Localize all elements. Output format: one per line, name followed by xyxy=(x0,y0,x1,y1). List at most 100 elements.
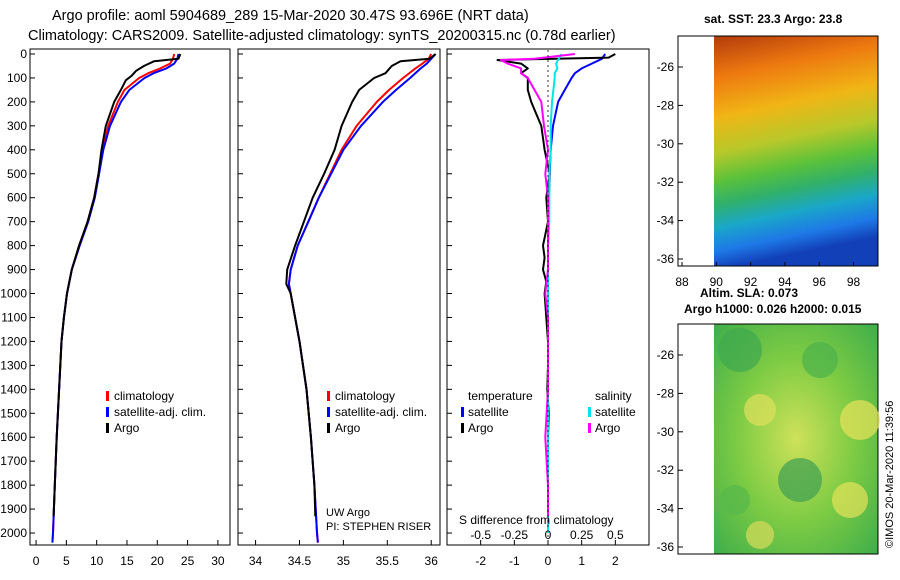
x-tick-label-salinity: 0.5 xyxy=(607,528,624,542)
legend-sal-satellite-label: satellite xyxy=(595,405,636,419)
x-tick-label: 20 xyxy=(151,554,165,568)
lat-tick-label: -30 xyxy=(657,137,675,151)
x-tick-label-salinity: 0.25 xyxy=(570,528,594,542)
x-tick-label: -2 xyxy=(475,554,486,568)
difference-x-axis: -2 -1 0 1 2-0.5 -0.25 0 0.25 0.5 xyxy=(470,528,624,568)
legend-argo-label: Argo xyxy=(335,421,361,435)
x-tick-label-salinity: -0.25 xyxy=(501,528,529,542)
series-temperature-argo xyxy=(496,53,616,517)
depth-tick-label: 600 xyxy=(7,191,27,205)
pi-label: PI: STEPHEN RISER xyxy=(326,521,431,533)
sla-anomaly-blob xyxy=(832,482,868,518)
sla-anomaly-blob xyxy=(718,328,762,372)
legend-salinity-header: salinity xyxy=(595,389,632,403)
x-tick-label: 0 xyxy=(545,554,552,568)
s-difference-label: S difference from climatology xyxy=(459,513,614,527)
series-argo xyxy=(52,53,182,517)
legend-satellite-label: satellite-adj. clim. xyxy=(335,405,427,419)
depth-tick-label: 0 xyxy=(20,47,27,61)
depth-tick-label: 200 xyxy=(7,95,27,109)
lat-tick-label: -30 xyxy=(657,425,675,439)
sst-lon-axis: 88 90 92 94 96 98 xyxy=(675,262,860,289)
salinity-curves xyxy=(285,53,437,543)
depth-tick-label: 1100 xyxy=(1,310,27,324)
legend-swatch-satellite xyxy=(106,407,109,417)
legend-swatch-sal-satellite xyxy=(588,407,591,417)
x-tick-label: 0 xyxy=(33,554,40,568)
legend-satellite-label: satellite-adj. clim. xyxy=(114,405,206,419)
x-tick-label: 30 xyxy=(211,554,225,568)
altim-map-title: Altim. SLA: 0.073 xyxy=(700,286,798,300)
sla-map-frame xyxy=(677,323,879,555)
sla-map xyxy=(677,323,880,555)
depth-tick-label: 2000 xyxy=(0,526,27,540)
sla-anomaly-blob xyxy=(802,342,838,378)
lat-tick-label: -36 xyxy=(657,540,675,554)
temperature-curves xyxy=(51,53,182,543)
legend-swatch-argo xyxy=(327,423,330,433)
x-tick-label: 35.5 xyxy=(376,554,400,568)
lon-tick-label: 96 xyxy=(813,275,827,289)
lat-tick-label: -34 xyxy=(657,502,675,516)
depth-axis: 0 100 200 300 400 500 600 700 800 900 1000 1100 1200… xyxy=(0,47,27,540)
depth-tick-label: 1600 xyxy=(0,430,27,444)
depth-tick-label: 400 xyxy=(7,143,27,157)
x-tick-label: -1 xyxy=(509,554,520,568)
sla-anomaly-blob xyxy=(746,521,774,549)
depth-tick-label: 1900 xyxy=(0,502,27,516)
imos-credit: ©IMOS 20-Mar-2020 11:39:56 xyxy=(884,401,896,548)
lon-tick-label: 98 xyxy=(847,275,861,289)
series-argo xyxy=(285,53,437,517)
x-tick-label: 34 xyxy=(249,554,263,568)
sla-anomaly-blob xyxy=(720,485,750,515)
series-satellite-adj-clim- xyxy=(51,53,180,543)
legend-swatch-argo xyxy=(106,423,109,433)
series-salinity-argo xyxy=(499,53,576,517)
x-tick-label: 36 xyxy=(425,554,439,568)
depth-tick-label: 1400 xyxy=(0,382,27,396)
sla-anomaly-blob xyxy=(840,400,880,440)
x-tick-label: 10 xyxy=(90,554,104,568)
uw-argo-label: UW Argo xyxy=(326,507,370,519)
title-line-2: Climatology: CARS2009. Satellite-adjuste… xyxy=(28,28,616,44)
legend-swatch-temp-argo xyxy=(461,423,464,433)
legend-climatology-label: climatology xyxy=(335,389,395,403)
legend-sal-argo-label: Argo xyxy=(595,421,621,435)
series-satellite-adj-clim- xyxy=(287,53,437,543)
x-tick-label: 2 xyxy=(612,554,619,568)
legend-climatology-label: climatology xyxy=(114,389,174,403)
depth-tick-label: 700 xyxy=(7,215,27,229)
legend-temp-argo-label: Argo xyxy=(468,421,494,435)
salinity-x-axis: 34 34.5 35 35.5 36 xyxy=(249,540,438,568)
sst-map xyxy=(677,35,879,267)
x-tick-label: 34.5 xyxy=(288,554,312,568)
series-climatology xyxy=(51,53,176,543)
legend-swatch-satellite xyxy=(327,407,330,417)
depth-tick-label: 1300 xyxy=(0,358,27,372)
series-salinity-satellite xyxy=(547,53,563,533)
temperature-x-axis: 0 5 10 15 20 25 30 xyxy=(33,540,225,568)
legend-swatch-sal-argo xyxy=(588,423,591,433)
sst-heatmap xyxy=(714,36,878,266)
x-tick-label-salinity: -0.5 xyxy=(470,528,491,542)
depth-tick-label: 100 xyxy=(7,71,27,85)
h-map-title: Argo h1000: 0.026 h2000: 0.015 xyxy=(684,302,862,316)
x-tick-label: 15 xyxy=(120,554,134,568)
lat-tick-label: -28 xyxy=(657,386,675,400)
depth-tick-label: 800 xyxy=(7,239,27,253)
legend-argo-label: Argo xyxy=(114,421,140,435)
sst-map-frame xyxy=(677,35,879,267)
lon-tick-label: 94 xyxy=(778,275,792,289)
x-tick-label: 35 xyxy=(337,554,351,568)
lat-tick-label: -26 xyxy=(657,348,675,362)
depth-tick-label: 1500 xyxy=(0,406,27,420)
legend-swatch-temp-satellite xyxy=(461,407,464,417)
depth-tick-label: 1200 xyxy=(0,334,27,348)
lat-tick-label: -28 xyxy=(657,98,675,112)
sst-map-title: sat. SST: 23.3 Argo: 23.8 xyxy=(704,12,843,26)
sla-anomaly-blob xyxy=(744,394,776,426)
depth-tick-label: 1800 xyxy=(0,478,27,492)
depth-tick-label: 300 xyxy=(7,119,27,133)
legend-temperature-header: temperature xyxy=(468,389,533,403)
